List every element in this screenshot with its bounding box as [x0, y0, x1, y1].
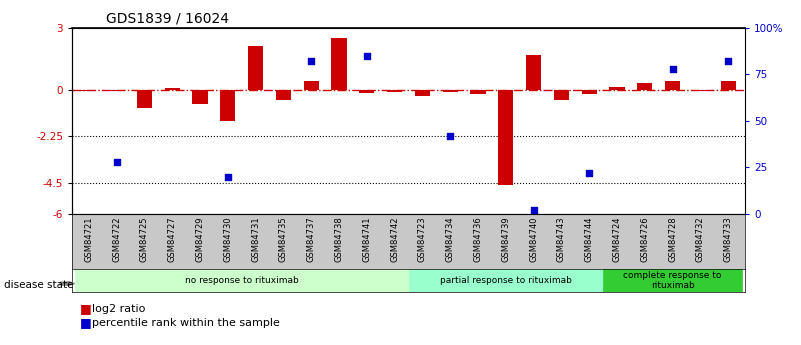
Text: log2 ratio: log2 ratio [92, 304, 146, 314]
Text: GSM84736: GSM84736 [473, 217, 482, 263]
Bar [582, 90, 597, 94]
Text: ■: ■ [80, 302, 92, 315]
Bar [721, 81, 736, 90]
Bar [665, 81, 680, 90]
Bar [192, 90, 207, 104]
Bar [443, 90, 458, 92]
Text: GSM84724: GSM84724 [613, 217, 622, 262]
Point [444, 133, 457, 138]
Text: GSM84741: GSM84741 [362, 217, 372, 262]
Text: disease state: disease state [4, 280, 74, 289]
Bar [137, 90, 152, 108]
Bar [248, 46, 264, 90]
Text: GSM84735: GSM84735 [279, 217, 288, 262]
Text: GSM84734: GSM84734 [445, 217, 455, 262]
Bar [637, 83, 653, 90]
Bar [526, 55, 541, 90]
Point [666, 66, 679, 71]
Text: GSM84739: GSM84739 [501, 217, 510, 262]
Text: GSM84743: GSM84743 [557, 217, 566, 262]
Text: GSM84733: GSM84733 [724, 217, 733, 263]
Text: GSM84725: GSM84725 [140, 217, 149, 262]
Text: complete response to
rituximab: complete response to rituximab [623, 270, 722, 290]
Text: GSM84722: GSM84722 [112, 217, 121, 262]
Text: partial response to rituximab: partial response to rituximab [440, 276, 572, 285]
Point [305, 58, 318, 64]
Bar [276, 90, 291, 100]
Text: GSM84738: GSM84738 [335, 217, 344, 263]
Text: GSM84731: GSM84731 [251, 217, 260, 262]
Text: GSM84721: GSM84721 [84, 217, 93, 262]
Bar [359, 90, 374, 93]
Bar [220, 90, 235, 121]
Text: GSM84737: GSM84737 [307, 217, 316, 263]
Bar [553, 90, 569, 100]
Bar [74, 269, 409, 292]
Bar [498, 90, 513, 185]
Bar [81, 90, 96, 91]
Bar [603, 269, 743, 292]
Point [583, 170, 596, 176]
Point [527, 207, 540, 213]
Text: GSM84726: GSM84726 [640, 217, 650, 262]
Bar [109, 90, 124, 91]
Bar [387, 90, 402, 92]
Text: percentile rank within the sample: percentile rank within the sample [92, 318, 280, 327]
Text: GSM84740: GSM84740 [529, 217, 538, 262]
Text: GDS1839 / 16024: GDS1839 / 16024 [106, 11, 229, 25]
Bar [415, 90, 430, 96]
Text: GSM84727: GSM84727 [167, 217, 177, 262]
Point [360, 53, 373, 58]
Bar [332, 38, 347, 90]
Text: no response to rituximab: no response to rituximab [185, 276, 299, 285]
Text: GSM84732: GSM84732 [696, 217, 705, 262]
Point [221, 174, 234, 179]
Text: GSM84744: GSM84744 [585, 217, 594, 262]
Bar [610, 87, 625, 90]
Bar [164, 88, 180, 90]
Bar [304, 81, 319, 90]
Text: GSM84728: GSM84728 [668, 217, 677, 262]
Bar [693, 90, 708, 91]
Text: GSM84730: GSM84730 [223, 217, 232, 262]
Bar [409, 269, 603, 292]
Bar [470, 90, 485, 94]
Text: GSM84723: GSM84723 [418, 217, 427, 262]
Text: ■: ■ [80, 316, 92, 329]
Text: GSM84742: GSM84742 [390, 217, 399, 262]
Text: GSM84729: GSM84729 [195, 217, 204, 262]
Point [111, 159, 123, 165]
Point [722, 58, 735, 64]
